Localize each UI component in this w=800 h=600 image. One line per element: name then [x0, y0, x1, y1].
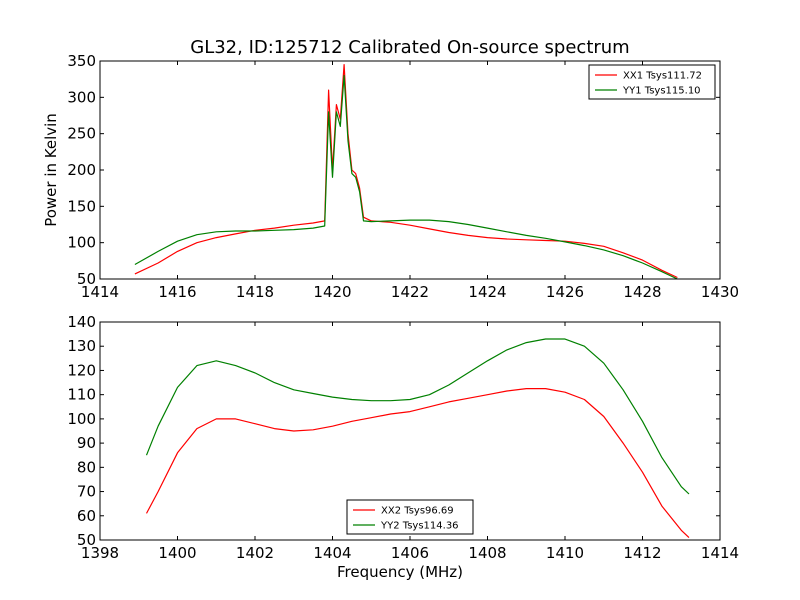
y-tick-label: 130 [67, 337, 96, 355]
plots-container: 1414 1416 1418 1420 1422 1424 1426 1428 1430 50 10… [42, 52, 739, 581]
x-tick-label: 1414 [81, 283, 119, 301]
y-tick-label: 120 [67, 361, 96, 379]
y-tick-label: 50 [77, 270, 96, 288]
x-tick-label: 1416 [158, 283, 196, 301]
legend-box [588, 64, 716, 100]
x-tick-label: 1414 [701, 544, 739, 562]
y-tick-label: 150 [67, 197, 96, 215]
x-tick-label: 1418 [236, 283, 274, 301]
legend-label-1: XX1 Tsys111.72 [623, 71, 702, 82]
subplot-2: 1398 1400 1402 1404 1406 1408 1410 1412 1414 50 60… [67, 313, 739, 581]
figure-title: GL32, ID:125712 Calibrated On-source spe… [190, 37, 629, 58]
x-tick-label: 1430 [701, 283, 739, 301]
x-tick-label: 1406 [391, 544, 429, 562]
x-tick-label: 1426 [546, 283, 584, 301]
y-tick-label: 300 [67, 88, 96, 106]
y-tick-label: 100 [67, 234, 96, 252]
legend: XX2 Tsys96.69 YY2 Tsys114.36 [346, 499, 474, 535]
y-tick-label: 50 [77, 531, 96, 549]
x-tick-label: 1412 [623, 544, 661, 562]
series-line-2 [134, 74, 678, 280]
x-tick-label: 1424 [468, 283, 506, 301]
series-line-2 [145, 338, 690, 495]
y-tick-label: 350 [67, 52, 96, 70]
x-tick-label: 1404 [313, 544, 351, 562]
legend: XX1 Tsys111.72 YY1 Tsys115.10 [588, 64, 716, 100]
y-tick-label: 90 [77, 434, 96, 452]
subplot-1: 1414 1416 1418 1420 1422 1424 1426 1428 1430 50 10… [42, 52, 739, 301]
x-tick-label: 1428 [623, 283, 661, 301]
y-axis-label: Power in Kelvin [42, 113, 60, 227]
y-tick-label: 200 [67, 161, 96, 179]
x-tick-label: 1408 [468, 544, 506, 562]
legend-label-1: XX2 Tsys96.69 [381, 506, 454, 517]
y-tick-label: 70 [77, 483, 96, 501]
x-tick-label: 1400 [158, 544, 196, 562]
x-tick-label: 1402 [236, 544, 274, 562]
legend-label-2: YY2 Tsys114.36 [380, 521, 459, 532]
x-tick-label: 1410 [546, 544, 584, 562]
y-tick-label: 80 [77, 458, 96, 476]
x-tick-label: 1420 [313, 283, 351, 301]
x-axis-label: Frequency (MHz) [337, 563, 463, 581]
legend-box [346, 499, 474, 535]
legend-label-2: YY1 Tsys115.10 [622, 86, 701, 97]
y-tick-label: 60 [77, 507, 96, 525]
x-tick-label: 1422 [391, 283, 429, 301]
series-line-1 [145, 388, 690, 539]
y-tick-label: 110 [67, 386, 96, 404]
y-tick-label: 100 [67, 410, 96, 428]
y-tick-label: 140 [67, 313, 96, 331]
x-tick-label: 1398 [81, 544, 119, 562]
y-tick-label: 250 [67, 125, 96, 143]
